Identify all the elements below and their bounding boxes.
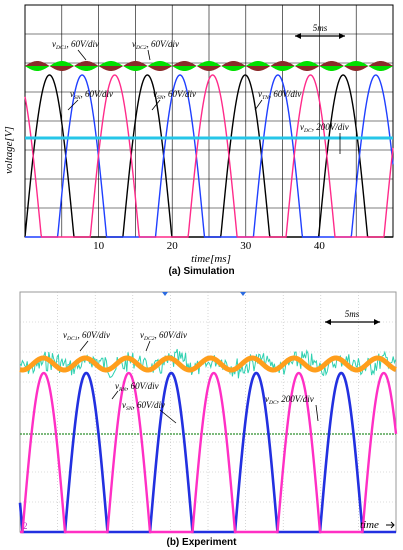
label-vdc: vDC, 200V/div bbox=[265, 394, 314, 406]
pointer-arrow bbox=[111, 390, 119, 400]
channel-marker: 2 bbox=[23, 521, 28, 531]
label-vdc1: vDC1, 60V/div bbox=[63, 330, 110, 342]
timescale-label: 5ms bbox=[345, 309, 360, 319]
pointer-arrow bbox=[254, 99, 263, 111]
experiment-chart: 2 5ms time vDC1, 60V/div vDC2, 60V/div vRN, 6… bbox=[18, 291, 398, 534]
simulation-caption: (a) Simulation bbox=[168, 266, 235, 277]
pointer-arrow bbox=[159, 409, 177, 424]
y-axis-label: voltage[V] bbox=[3, 126, 15, 174]
x-axis-label: time bbox=[360, 519, 379, 531]
label-vsn-1: vSN, 60V/div bbox=[70, 89, 113, 101]
experiment-panel: 2 5ms time vDC1, 60V/div vDC2, 60V/div vRN, 6… bbox=[0, 285, 403, 540]
label-vrn: vRN, 60V/div bbox=[115, 381, 159, 393]
dc2-ripple bbox=[19, 355, 397, 373]
dc2-ripple bbox=[25, 61, 393, 71]
timescale-label: 5ms bbox=[313, 23, 328, 33]
label-vdc2: vDC2, 60V/div bbox=[132, 39, 179, 51]
label-vsn-2: vSN, 60V/div bbox=[153, 89, 196, 101]
timescale-arrows bbox=[325, 319, 380, 325]
phase-wave-blue bbox=[18, 371, 396, 534]
label-vsn: vSN, 60V/div bbox=[122, 400, 165, 412]
simulation-chart: 10 20 30 40 voltage[V] time[ms] 5ms vDC1, 60V/d… bbox=[3, 4, 394, 265]
x-axis-label: time[ms] bbox=[191, 253, 231, 265]
phase-wave-pink bbox=[20, 371, 398, 534]
simulation-panel: 10 20 30 40 voltage[V] time[ms] 5ms vDC1, 60V/d… bbox=[3, 4, 394, 265]
pointer-arrow bbox=[151, 99, 161, 111]
x-axis-arrow bbox=[386, 521, 395, 529]
x-tick-label: 30 bbox=[240, 240, 252, 252]
x-tick-label: 20 bbox=[167, 240, 179, 252]
x-tick-label: 40 bbox=[314, 240, 326, 252]
label-vdc: vDC, 200V/div bbox=[300, 122, 349, 134]
label-vdc1: vDC1, 60V/div bbox=[52, 39, 99, 51]
x-tick-label: 10 bbox=[93, 240, 105, 252]
timescale-arrows bbox=[295, 33, 345, 39]
pointer-arrow bbox=[77, 49, 87, 61]
label-vtn: vTN, 60V/div bbox=[258, 89, 301, 101]
label-vdc2: vDC2, 60V/div bbox=[140, 330, 187, 342]
phase-wave-pink bbox=[24, 74, 394, 238]
pointer-arrow bbox=[147, 49, 151, 61]
pointer-arrow bbox=[315, 404, 319, 422]
pointer-arrow bbox=[79, 340, 89, 352]
pointer-arrow bbox=[145, 340, 151, 352]
experiment-caption: (b) Experiment bbox=[166, 537, 237, 548]
trigger-marker bbox=[240, 292, 246, 296]
phase-wave-blue bbox=[25, 74, 394, 238]
trigger-marker bbox=[162, 292, 168, 296]
pointer-arrow bbox=[67, 99, 79, 111]
